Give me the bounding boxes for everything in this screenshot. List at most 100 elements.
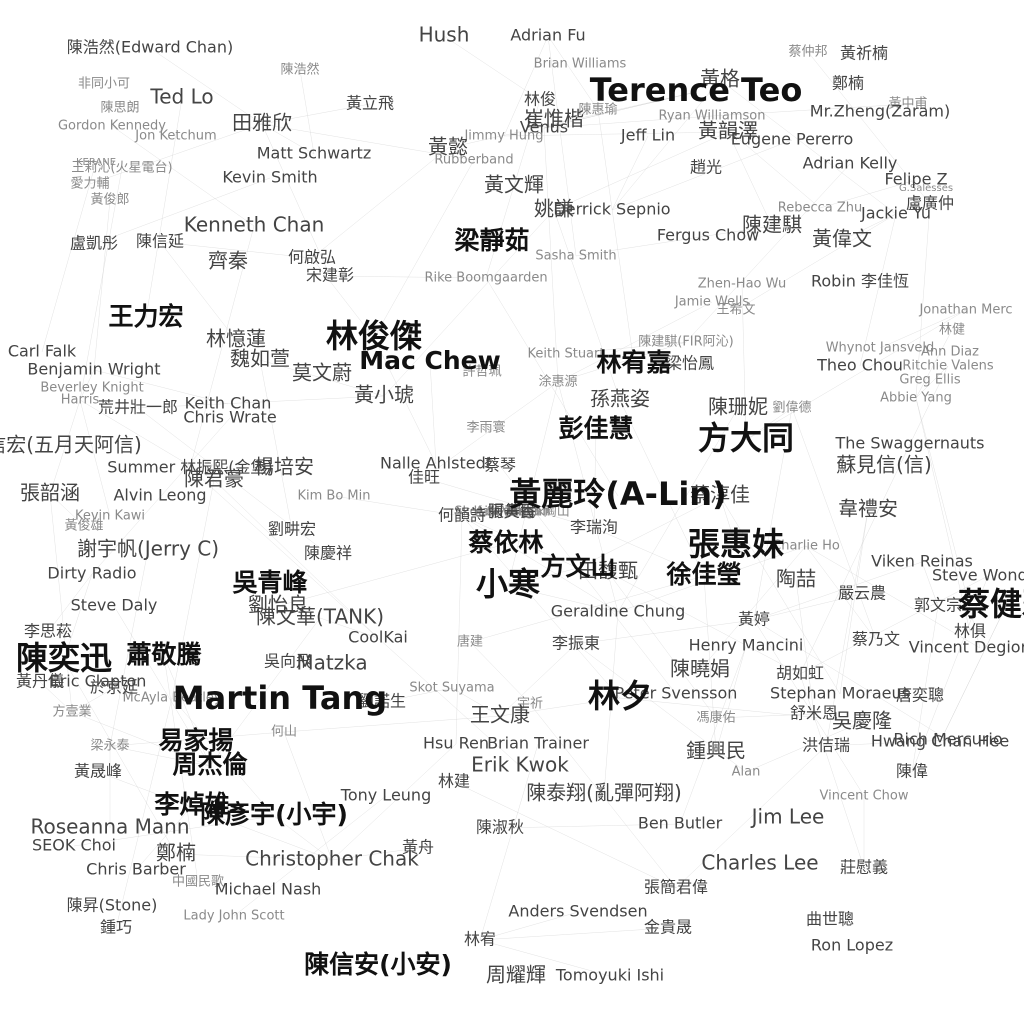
node-label: 孫燕姿	[590, 387, 650, 411]
edge	[553, 209, 621, 401]
edge	[79, 399, 111, 517]
edge	[461, 515, 579, 569]
node-label: 荒井壯一郎	[98, 398, 178, 417]
edge	[485, 277, 619, 497]
edge	[507, 381, 559, 587]
node-label: 方文山	[540, 552, 615, 581]
node-label: 鍾巧	[100, 918, 132, 937]
node-label: Martin Tang	[173, 679, 387, 717]
node-label: 楊培安	[254, 455, 314, 479]
node-label: 鍾興民	[686, 739, 746, 763]
edge	[715, 713, 815, 719]
node-label: 盧廣仲	[906, 194, 954, 213]
edge	[915, 203, 931, 399]
node-label: Rebecca Zhu	[778, 201, 862, 216]
node-label: Harris	[61, 393, 100, 408]
node-label: Whynot Jansveld	[826, 341, 935, 356]
node-label: Kevin Kawi	[75, 509, 145, 524]
node-label: Gordon Kennedy	[58, 119, 166, 134]
edge	[753, 619, 865, 797]
edge	[879, 309, 967, 349]
edge	[529, 703, 677, 889]
node-label: 陳建騏	[742, 213, 802, 237]
node-label: 林夕	[588, 677, 652, 715]
node-label: 王希文	[716, 303, 755, 318]
edge	[381, 687, 453, 703]
node-label: 劉畊宏	[268, 520, 316, 539]
node-label: 鄭楠	[832, 74, 864, 93]
node-label: Brian Williams	[534, 57, 627, 72]
edge	[461, 515, 621, 699]
edge	[453, 781, 677, 889]
node-label: 黃晟峰	[74, 762, 122, 781]
edge	[593, 429, 597, 529]
node-label: Alan	[732, 765, 761, 780]
edge	[259, 359, 385, 397]
node-label: Geraldine Chung	[551, 602, 686, 621]
node-label: Jeff Lin	[620, 126, 675, 145]
edge	[915, 397, 971, 633]
edge	[839, 509, 869, 695]
node-label: 於京延	[90, 678, 138, 697]
node-label: 齊秦	[208, 249, 248, 273]
edge	[93, 369, 229, 405]
edge	[619, 697, 863, 723]
node-label: 阿貴民	[488, 502, 536, 521]
node-label: Summer 林振熙(金堡)	[107, 458, 272, 477]
edge	[547, 35, 577, 257]
edge	[565, 341, 687, 355]
node-label: Ben Butler	[638, 814, 723, 833]
node-label: 黃小琥	[354, 383, 414, 407]
edge	[507, 567, 579, 587]
node-label: Jamie Wells	[674, 295, 750, 310]
node-label: Zhen-Hao Wu	[698, 277, 787, 292]
edge	[149, 47, 263, 125]
node-label: 陳淑秋	[476, 818, 524, 837]
node-label: Hwang Chan Hee	[871, 732, 1009, 751]
node-label: 蔡乃文	[852, 630, 900, 649]
edge	[189, 225, 255, 469]
node-label: Sasha Smith	[535, 249, 616, 264]
edge	[273, 815, 333, 861]
node-label: Terence Teo	[590, 71, 803, 109]
node-label: 周杰倫	[172, 750, 248, 779]
edge	[47, 573, 93, 633]
node-label: Henry Mancini	[689, 636, 804, 655]
node-label: Steve Daly	[71, 596, 158, 615]
node-label: 陳思朗	[100, 101, 139, 116]
node-label: Rich Mercurio	[893, 730, 1002, 749]
edge	[485, 99, 541, 279]
node-label: 黃俊雄	[64, 519, 103, 534]
edge	[423, 381, 559, 479]
node-label: Christopher Chak	[245, 847, 419, 871]
node-label: Matzka	[296, 651, 367, 675]
edge	[753, 593, 863, 621]
node-label: Kenneth Chan	[184, 213, 325, 237]
node-label: McAyla Beatley	[122, 691, 221, 706]
node-label: Ryan Williamson	[659, 109, 766, 124]
edge	[93, 199, 111, 371]
node-label: Nalle Ahlstedt	[380, 454, 492, 473]
node-label: Rike Boomgaarden	[424, 271, 547, 286]
edge	[841, 213, 897, 241]
edge	[915, 329, 953, 399]
edge	[611, 139, 793, 211]
node-label: Fergus Chow	[657, 226, 759, 245]
node-label: 林俊	[524, 90, 556, 109]
node-label: 盧凱彤	[70, 234, 118, 253]
node-label: 黃俊郎	[90, 193, 129, 208]
node-label: 陳信安(小安)	[304, 950, 452, 979]
node-label: Mr.Zheng(Zaram)	[810, 102, 950, 121]
node-label: 洪佶瑞	[802, 736, 850, 755]
node-label: 黃舟	[402, 838, 434, 857]
edge	[171, 697, 275, 817]
node-label: 小寒	[476, 565, 540, 603]
node-label: 陳泰翔(亂彈阿翔)	[526, 781, 682, 805]
edge	[331, 743, 457, 861]
node-label: 林俱	[954, 622, 986, 641]
edge	[499, 823, 681, 829]
node-label: Kevin Smith	[222, 168, 317, 187]
node-label: 彭佳慧	[558, 414, 633, 443]
node-label: Venus	[520, 118, 568, 137]
node-label: 舒米恩	[790, 704, 838, 723]
